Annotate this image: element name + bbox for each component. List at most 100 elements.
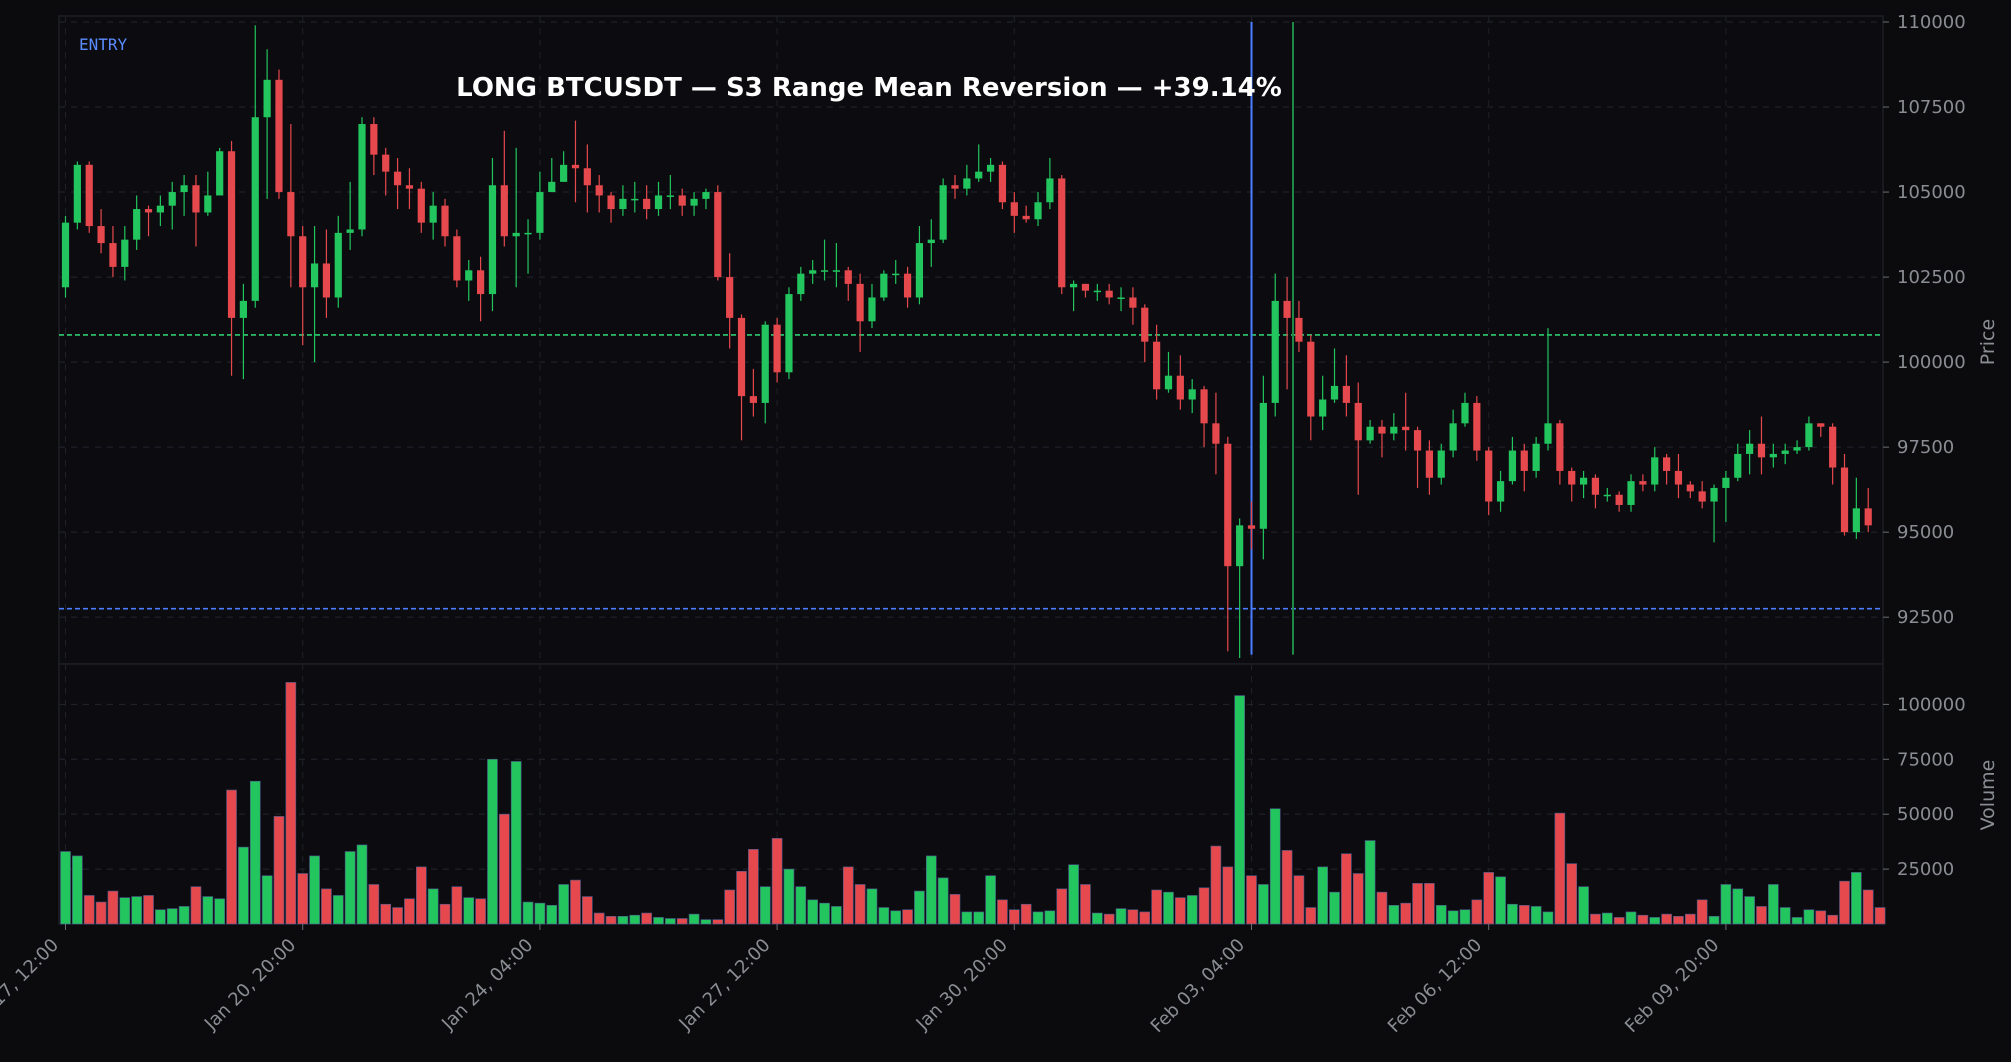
candle-body bbox=[1141, 307, 1149, 342]
volume-tick-label: 75000 bbox=[1897, 749, 1954, 770]
volume-bar bbox=[1566, 863, 1578, 925]
volume-bar bbox=[1210, 845, 1222, 925]
candle bbox=[310, 226, 319, 363]
candle-body bbox=[1674, 470, 1683, 485]
candle bbox=[951, 175, 959, 199]
volume-bar bbox=[1127, 909, 1139, 925]
volume-bar bbox=[1317, 866, 1328, 925]
candle bbox=[204, 171, 212, 216]
candle bbox=[1307, 334, 1315, 441]
candle bbox=[441, 198, 449, 247]
candle bbox=[868, 283, 876, 329]
candle-body bbox=[346, 229, 354, 233]
candle-body bbox=[844, 270, 852, 284]
candle-body bbox=[951, 185, 959, 189]
volume-bar bbox=[1115, 908, 1127, 925]
candle-body bbox=[1188, 389, 1196, 400]
candle-body bbox=[109, 243, 117, 267]
volume-tick-label: 100000 bbox=[1897, 694, 1966, 715]
candle-body bbox=[144, 209, 153, 213]
candle bbox=[998, 161, 1007, 210]
volume-bar bbox=[1791, 917, 1803, 925]
candle-body bbox=[1603, 494, 1611, 497]
candle-body bbox=[832, 270, 840, 272]
candle-body bbox=[631, 198, 639, 201]
volume-bar bbox=[439, 903, 451, 925]
candle-body bbox=[1034, 202, 1042, 220]
volume-bar bbox=[807, 899, 818, 925]
price-panel: 92500 95000 97500 100000 102500 105000 107500 1… bbox=[58, 12, 1999, 665]
volume-bar bbox=[321, 888, 332, 925]
candle bbox=[1117, 287, 1125, 312]
volume-bar bbox=[1151, 889, 1162, 925]
candle-body bbox=[975, 171, 983, 179]
candle-body bbox=[998, 164, 1007, 203]
volume-bar bbox=[1625, 911, 1637, 925]
candle bbox=[702, 188, 710, 210]
candle bbox=[405, 168, 414, 210]
candle bbox=[1295, 300, 1303, 352]
candle bbox=[1544, 328, 1552, 451]
candle-body bbox=[275, 79, 283, 193]
candle-body bbox=[1402, 426, 1410, 431]
volume-bar bbox=[1400, 902, 1411, 925]
candle bbox=[1153, 324, 1161, 400]
volume-bar bbox=[261, 875, 273, 925]
price-tick-label: 95000 bbox=[1897, 522, 1954, 543]
candle bbox=[583, 144, 591, 213]
candle-body bbox=[1224, 443, 1232, 567]
candle-body bbox=[1781, 450, 1789, 454]
volume-bar bbox=[1234, 695, 1245, 925]
candle-body bbox=[488, 185, 497, 295]
price-tick-label: 100000 bbox=[1897, 352, 1966, 373]
volume-bar bbox=[1222, 866, 1234, 925]
candle-body bbox=[1200, 389, 1208, 424]
candle-body bbox=[1319, 399, 1327, 417]
candle-body bbox=[1793, 447, 1801, 451]
volume-bar bbox=[617, 916, 629, 925]
candle bbox=[809, 260, 817, 284]
candle bbox=[548, 158, 556, 193]
candle-body bbox=[1864, 508, 1872, 526]
candle bbox=[1473, 396, 1481, 461]
volume-bar bbox=[1708, 916, 1720, 925]
candle-body bbox=[204, 195, 212, 213]
volume-bar bbox=[1352, 873, 1364, 925]
candle-body bbox=[1153, 341, 1161, 390]
volume-bar bbox=[214, 898, 225, 925]
candle-body bbox=[1698, 491, 1706, 502]
candle bbox=[287, 124, 295, 288]
candle bbox=[607, 192, 615, 223]
volume-bar bbox=[688, 913, 700, 925]
candle bbox=[1176, 355, 1184, 410]
volume-bar bbox=[510, 761, 522, 925]
candle bbox=[1022, 205, 1030, 223]
candle bbox=[785, 287, 793, 380]
candle-body bbox=[809, 270, 817, 274]
candle-body bbox=[1354, 402, 1362, 441]
candle-body bbox=[1805, 423, 1813, 448]
volume-bar bbox=[332, 895, 344, 925]
candle-body bbox=[666, 195, 674, 197]
candle bbox=[595, 175, 603, 213]
volume-bar bbox=[1186, 895, 1198, 925]
candle-body bbox=[868, 297, 876, 322]
volume-bar bbox=[1483, 872, 1494, 925]
price-tick-label: 105000 bbox=[1897, 182, 1966, 203]
volume-bar bbox=[1447, 910, 1459, 925]
volume-bar bbox=[155, 909, 166, 925]
candle-body bbox=[1734, 453, 1742, 478]
candle-body bbox=[1852, 508, 1860, 533]
volume-bar bbox=[1139, 911, 1151, 925]
volume-bar bbox=[842, 866, 854, 925]
volume-bar bbox=[1056, 888, 1068, 925]
volume-bar bbox=[1293, 875, 1305, 925]
volume-bar bbox=[1661, 913, 1672, 925]
volume-bar bbox=[166, 908, 178, 925]
volume-bar bbox=[1518, 905, 1530, 925]
candle bbox=[963, 164, 971, 196]
volume-bar bbox=[1602, 912, 1613, 925]
candle bbox=[73, 161, 81, 230]
candle-body bbox=[1663, 457, 1671, 471]
volume-tick-label: 25000 bbox=[1897, 859, 1954, 880]
